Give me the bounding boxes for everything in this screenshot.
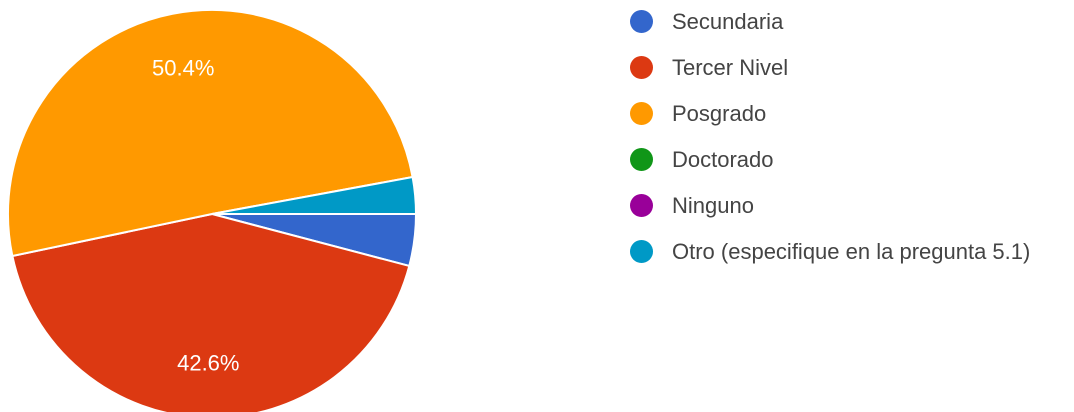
- pie-slice-otro[interactable]: [211, 175, 418, 215]
- legend-label-otro: Otro (especifique en la pregunta 5.1): [672, 239, 1031, 264]
- legend-label-tercer-nivel: Tercer Nivel: [672, 55, 789, 80]
- pie-plot-area: 42.6% 50.4%: [7, 8, 418, 412]
- pie-slices: [7, 8, 418, 412]
- legend: Secundaria Tercer Nivel Posgrado Doctora…: [608, 4, 1068, 280]
- slice-label-posgrado: 50.4%: [152, 55, 214, 80]
- legend-swatch-ninguno: [630, 194, 653, 217]
- legend-swatch-tercer-nivel: [630, 56, 653, 79]
- legend-item-doctorado[interactable]: Doctorado: [608, 142, 1068, 178]
- legend-swatch-secundaria: [630, 10, 653, 33]
- legend-item-ninguno[interactable]: Ninguno: [608, 188, 1068, 224]
- legend-item-posgrado[interactable]: Posgrado: [608, 96, 1068, 132]
- legend-label-secundaria: Secundaria: [672, 9, 784, 34]
- legend-swatch-posgrado: [630, 102, 653, 125]
- pie-slice-tercer[interactable]: [11, 212, 411, 412]
- legend-swatch-doctorado: [630, 148, 653, 171]
- pie-slice-labels: 42.6% 50.4%: [152, 55, 239, 375]
- slice-label-tercer: 42.6%: [177, 350, 239, 375]
- legend-item-otro[interactable]: Otro (especifique en la pregunta 5.1): [608, 234, 1068, 270]
- legend-item-tercer-nivel[interactable]: Tercer Nivel: [608, 50, 1068, 86]
- pie-slice-posgrado[interactable]: [7, 8, 414, 258]
- legend-swatch-otro: [630, 240, 653, 263]
- legend-label-doctorado: Doctorado: [672, 147, 774, 172]
- legend-label-ninguno: Ninguno: [672, 193, 754, 218]
- legend-item-secundaria[interactable]: Secundaria: [608, 4, 1068, 40]
- legend-label-posgrado: Posgrado: [672, 101, 767, 126]
